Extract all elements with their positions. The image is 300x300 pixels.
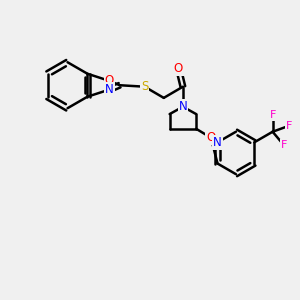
- Text: O: O: [206, 131, 215, 144]
- Text: N: N: [213, 136, 222, 149]
- Text: N: N: [105, 83, 114, 96]
- Text: O: O: [105, 74, 114, 87]
- Text: F: F: [269, 110, 276, 120]
- Text: F: F: [280, 140, 287, 150]
- Text: N: N: [178, 100, 187, 113]
- Text: F: F: [286, 121, 292, 131]
- Text: S: S: [141, 80, 148, 93]
- Text: O: O: [174, 62, 183, 75]
